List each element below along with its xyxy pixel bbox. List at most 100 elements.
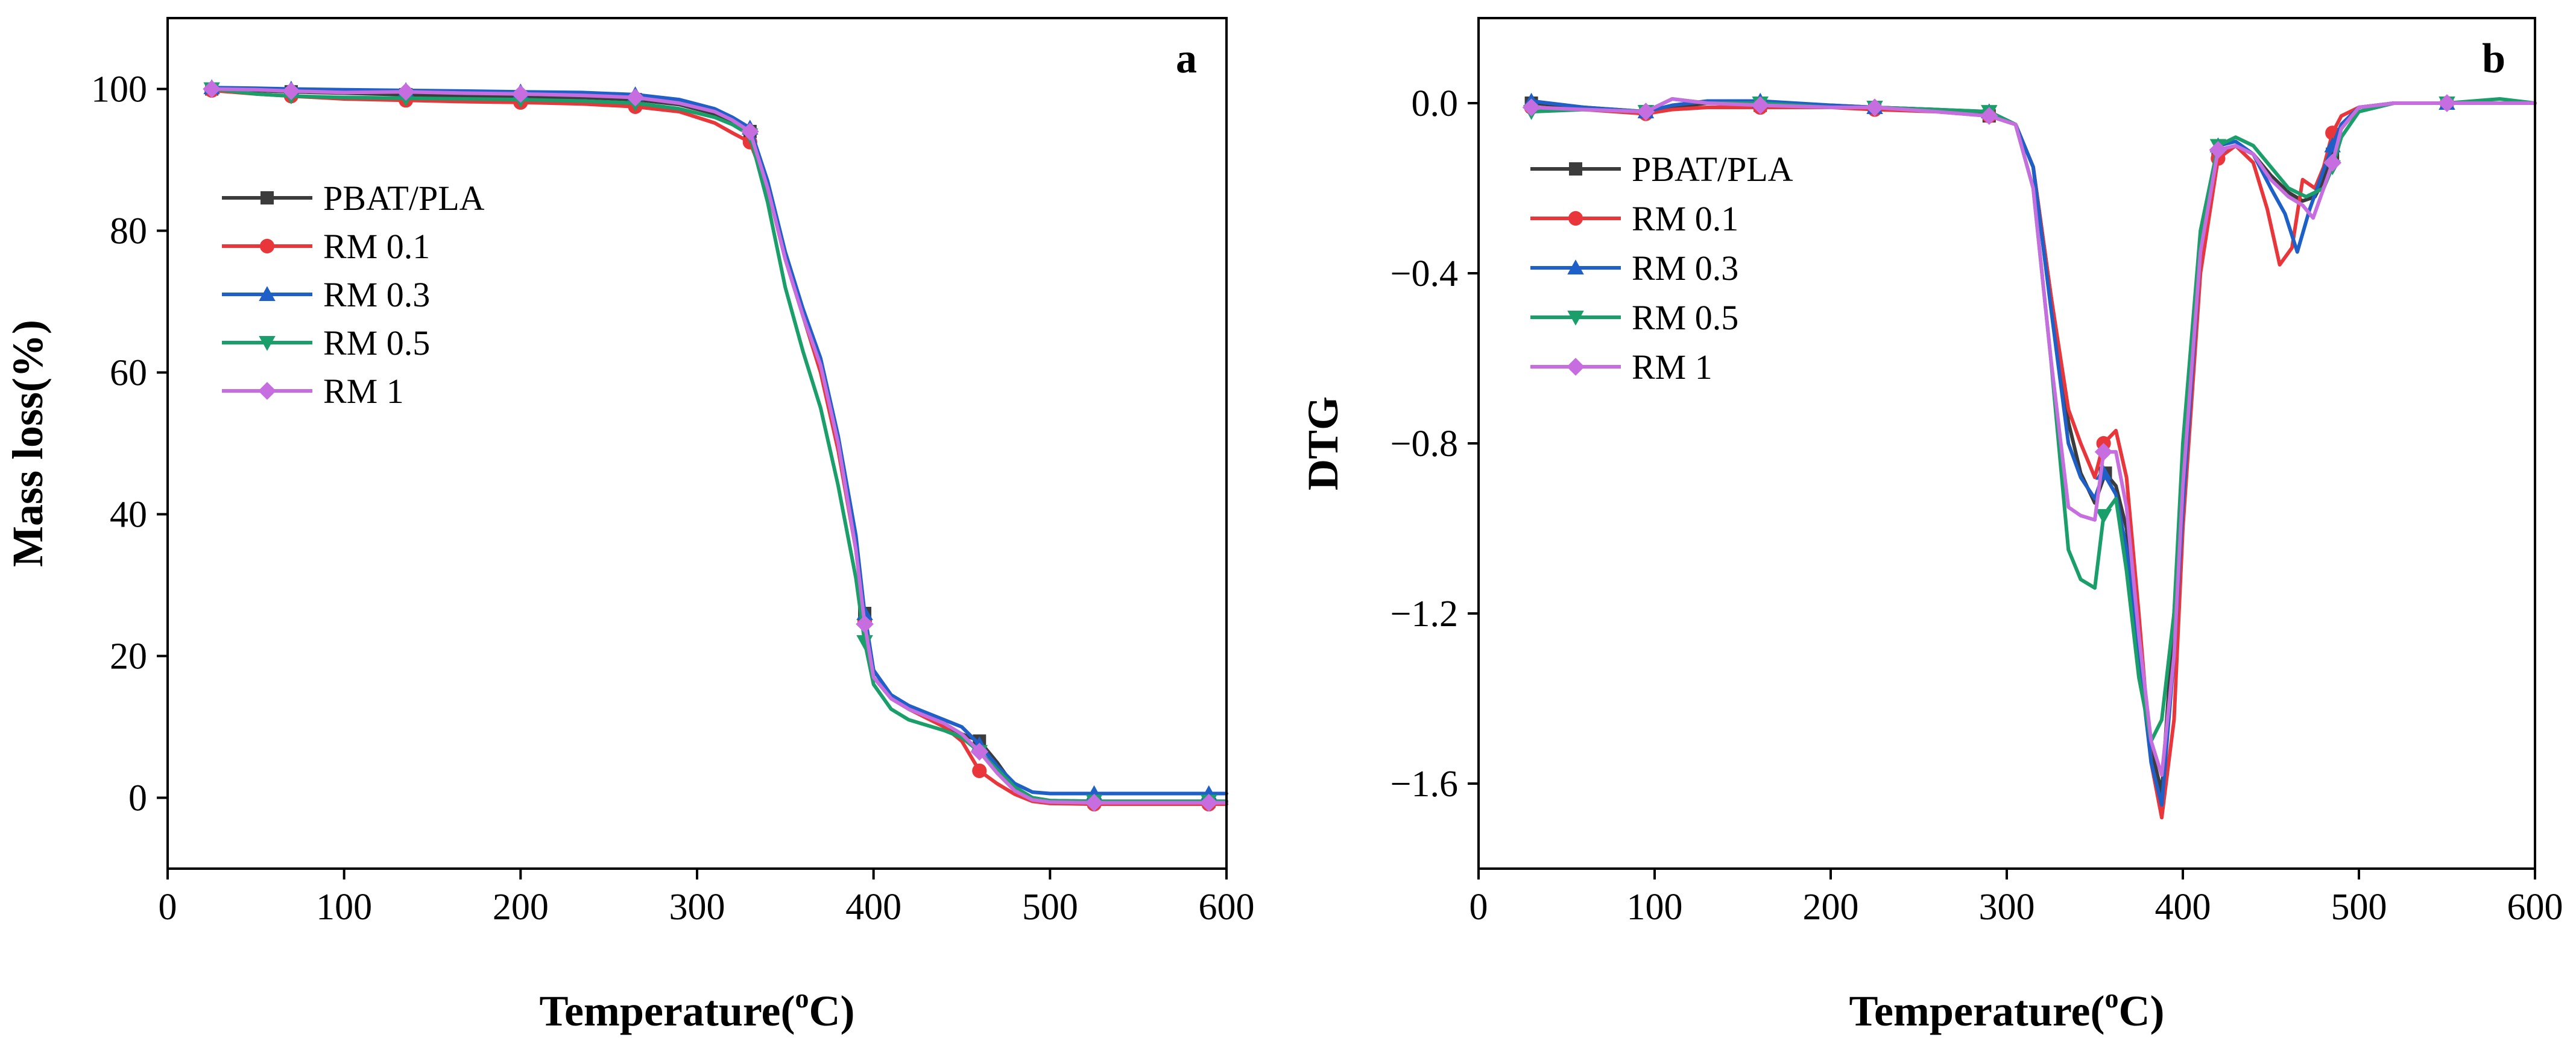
data-point-rm-1 — [2438, 94, 2456, 112]
legend-item-rm-1: RM 1 — [1530, 347, 1713, 387]
legend-swatch-marker — [1568, 211, 1583, 226]
y-tick-label: 60 — [110, 353, 147, 394]
legend-swatch-marker — [1567, 358, 1585, 376]
data-point-rm-1 — [1522, 98, 1541, 116]
y-tick-label: −1.6 — [1391, 764, 1458, 805]
x-tick-label: 600 — [1199, 887, 1255, 928]
y-tick-label: −0.4 — [1391, 253, 1458, 294]
x-tick-label: 500 — [1022, 887, 1078, 928]
y-tick-label: 0 — [128, 778, 147, 819]
series-line-rm-1 — [1529, 97, 2537, 777]
x-tick-label: 200 — [1803, 887, 1859, 928]
x-tick-label: 300 — [1979, 887, 2035, 928]
legend-swatch-marker — [259, 286, 276, 301]
legend-swatch-marker — [259, 336, 276, 351]
legend-label: RM 1 — [1632, 347, 1713, 387]
series-line-rm-1 — [210, 87, 1228, 805]
data-point-rm-1 — [511, 84, 530, 103]
legend-label: RM 0.5 — [323, 323, 430, 363]
x-tick-label: 0 — [1470, 887, 1488, 928]
data-point-rm-1 — [203, 80, 221, 98]
panel-b-chart: 0 100 200 300 400 500 600 0.0 −0.4 −0.8 −1.2 −1.6 P… — [1299, 17, 2563, 1035]
panel-a-xlabel-tail: C) — [809, 987, 854, 1035]
legend-label: RM 0.1 — [1632, 199, 1738, 238]
legend-label: PBAT/PLA — [323, 179, 485, 218]
series-line-rm-0-5 — [210, 87, 1228, 803]
data-point-rm-1 — [1751, 96, 1770, 115]
legend-label: RM 0.1 — [323, 227, 430, 266]
legend-swatch-marker — [1569, 162, 1582, 176]
data-point-rm-1 — [626, 88, 645, 107]
legend-swatch-marker — [258, 382, 276, 400]
x-tick-label: 600 — [2507, 887, 2563, 928]
data-point-rm-1 — [1980, 107, 1998, 125]
legend-item-rm-0-5: RM 0.5 — [1530, 298, 1738, 337]
legend-label: RM 1 — [323, 372, 404, 411]
legend-item-rm-0-1: RM 0.1 — [1530, 199, 1738, 238]
panel-b-label: b — [2482, 36, 2505, 82]
legend-swatch-marker — [260, 191, 274, 204]
data-point-rm-1 — [282, 82, 300, 100]
legend-swatch-marker — [259, 238, 275, 254]
y-tick-label: 20 — [110, 636, 147, 677]
panel-a-legend: PBAT/PLA RM 0.1 RM 0.3 RM 0.5 RM 1 — [222, 179, 485, 411]
data-point-rm-1 — [397, 83, 415, 101]
panel-a-plot-frame — [166, 17, 1228, 870]
x-tick-label: 500 — [2331, 887, 2387, 928]
data-point-rm-1 — [2323, 153, 2342, 172]
legend-label: RM 0.3 — [1632, 249, 1738, 288]
panel-b-x-axis-title: Temperature(oC) — [1849, 983, 2165, 1035]
panel-b-xlabel-main: Temperature( — [1849, 987, 2105, 1035]
x-tick-label: 0 — [159, 887, 177, 928]
legend-item-rm-0-3: RM 0.3 — [222, 275, 430, 314]
data-point-rm-1 — [2209, 141, 2227, 159]
x-tick-label: 300 — [669, 887, 725, 928]
legend-item-rm-0-5: RM 0.5 — [222, 323, 430, 363]
series-rm-0-5 — [1523, 97, 2537, 743]
legend-item-pbat-pla: PBAT/PLA — [222, 179, 485, 218]
legend-swatch-marker — [1567, 259, 1584, 274]
y-tick-label: 100 — [91, 69, 147, 110]
series-rm-1 — [203, 80, 1228, 812]
legend-swatch-marker — [1567, 311, 1584, 326]
y-tick-label: −0.8 — [1391, 423, 1458, 464]
legend-item-rm-0-1: RM 0.1 — [222, 227, 430, 266]
data-point-rm-1 — [1085, 793, 1103, 812]
panel-a-series — [203, 79, 1228, 812]
y-tick-label: 0.0 — [1412, 83, 1459, 124]
legend-item-rm-1: RM 1 — [222, 372, 404, 411]
panel-a-label: a — [1176, 36, 1197, 82]
x-tick-label: 400 — [2155, 887, 2211, 928]
data-point-rm-0-1 — [972, 763, 987, 778]
y-tick-label: 40 — [110, 495, 147, 536]
data-point-rm-1 — [1637, 103, 1655, 121]
legend-label: PBAT/PLA — [1632, 150, 1793, 189]
legend-item-pbat-pla: PBAT/PLA — [1530, 150, 1793, 189]
y-tick-label: −1.2 — [1391, 594, 1458, 635]
series-rm-1 — [1522, 94, 2537, 777]
panel-a-x-axis-title: Temperature(oC) — [540, 983, 855, 1035]
legend-label: RM 0.3 — [323, 275, 430, 314]
data-point-rm-1 — [1866, 98, 1884, 116]
panel-a-xlabel-sup: o — [795, 983, 809, 1013]
data-point-rm-1 — [1199, 793, 1218, 812]
panel-a-ticks: 0 100 200 300 400 500 600 0 20 40 60 80 100 — [91, 69, 1255, 928]
data-point-rm-1 — [970, 743, 989, 761]
panel-b-ticks: 0 100 200 300 400 500 600 0.0 −0.4 −0.8 −1.2 −1.6 — [1391, 83, 2563, 928]
panel-b-xlabel-tail: C) — [2118, 987, 2164, 1035]
data-point-rm-1 — [2094, 443, 2113, 461]
legend-item-rm-0-3: RM 0.3 — [1530, 249, 1738, 288]
x-tick-label: 100 — [316, 887, 372, 928]
x-tick-label: 400 — [845, 887, 901, 928]
panel-b-xlabel-sup: o — [2104, 983, 2118, 1013]
panel-a-chart: 0 100 200 300 400 500 600 0 20 40 60 80 100 PBAT/PLA… — [4, 17, 1255, 1035]
data-point-rm-1 — [856, 615, 874, 633]
panel-a-y-axis-title: Mass loss(%) — [4, 320, 52, 567]
x-tick-label: 100 — [1627, 887, 1683, 928]
data-point-rm-1 — [740, 122, 759, 141]
x-tick-label: 200 — [493, 887, 549, 928]
y-tick-label: 80 — [110, 211, 147, 252]
panel-b-y-axis-title: DTG — [1299, 396, 1347, 490]
panel-a-xlabel-main: Temperature( — [540, 987, 795, 1035]
